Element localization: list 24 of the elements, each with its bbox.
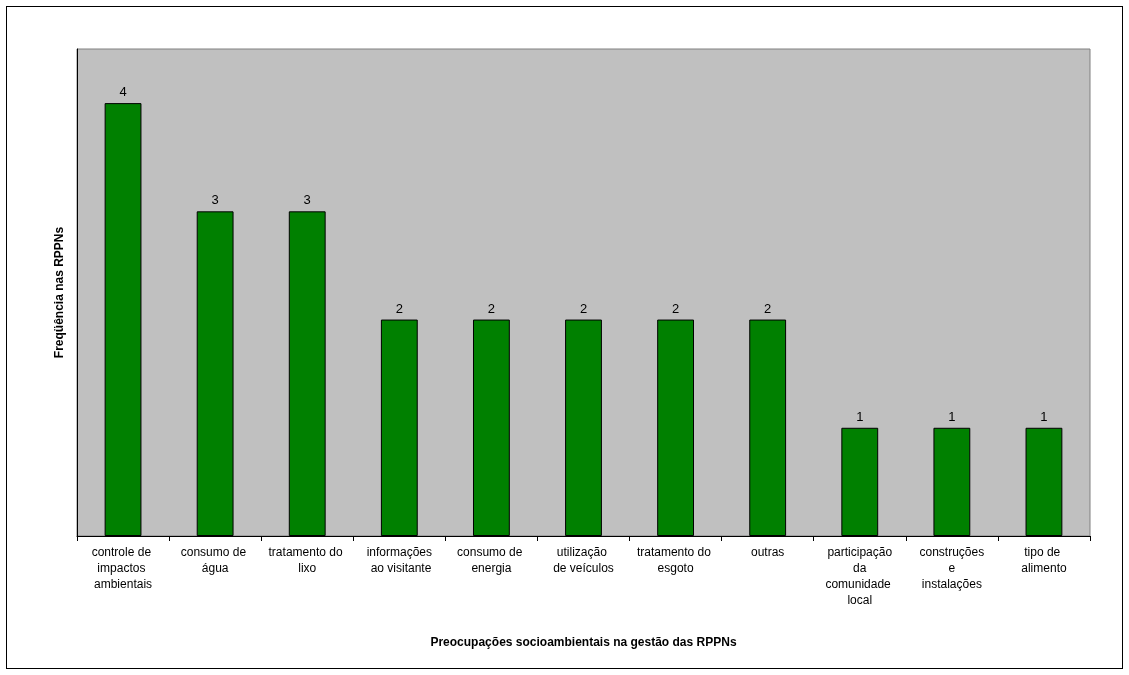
x-tick-label: tipo de alimento xyxy=(1021,545,1067,575)
data-label: 1 xyxy=(1040,408,1048,424)
data-label: 2 xyxy=(671,300,680,316)
y-axis-title: Freqüência nas RPPNs xyxy=(52,226,66,359)
x-tick-label: consumo de água xyxy=(180,545,250,575)
data-label: 2 xyxy=(579,300,588,316)
data-label: 2 xyxy=(395,300,403,316)
x-tick-label: consumo de energia xyxy=(457,545,526,575)
data-label: 1 xyxy=(948,408,956,424)
x-tick-label: outras xyxy=(751,545,785,559)
x-tick-label: controle de impactos ambientais xyxy=(91,545,155,591)
x-tick-label: participação da comunidade local xyxy=(825,545,895,607)
data-label: 3 xyxy=(211,192,219,208)
x-tick-label: informações ao visitante xyxy=(366,545,433,575)
data-label: 1 xyxy=(856,408,864,424)
data-label: 2 xyxy=(487,300,496,316)
data-label: 2 xyxy=(764,300,772,316)
x-tick-label: tratamento do lixo xyxy=(268,545,346,575)
x-axis-title: Preocupações socioambientais na gestão das RPPNs xyxy=(430,635,737,649)
data-label: 3 xyxy=(303,192,311,208)
x-tick-label: tratamento do esgoto xyxy=(636,545,715,575)
data-label: 4 xyxy=(119,84,127,100)
x-tick-label: utilização de veículos xyxy=(553,545,614,575)
x-tick-label: construções e instalações xyxy=(919,545,985,591)
